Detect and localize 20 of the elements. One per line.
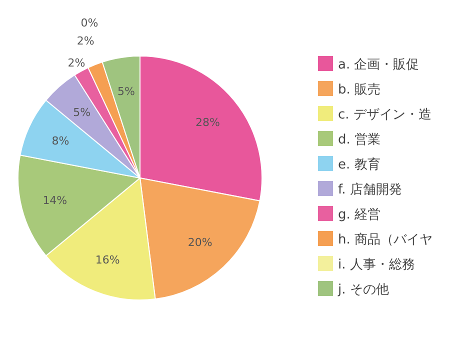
data-label: 16%	[95, 254, 120, 267]
legend-label: g. 経営	[338, 208, 381, 222]
data-label: 8%	[52, 134, 70, 148]
data-label: 28%	[195, 116, 220, 130]
legend-label: e. 教育	[338, 156, 380, 172]
data-label: 5%	[73, 106, 91, 120]
data-label: 20%	[188, 236, 212, 250]
legend-label: h. 商品（バイヤ	[338, 232, 433, 248]
data-label: 2%	[76, 34, 94, 48]
legend-label: f. 店舗開発	[338, 182, 402, 198]
data-label: 5%	[118, 85, 135, 98]
legend-label: a. 企画・販促	[338, 58, 420, 72]
legend-label: i. 人事・総務	[338, 258, 415, 272]
data-label: 2%	[68, 56, 86, 70]
legend-label: c. デザイン・造	[338, 108, 432, 122]
legend-label: d. 営業	[338, 132, 381, 148]
data-label: 14%	[42, 194, 68, 207]
legend-label: b. 販売	[338, 82, 381, 98]
legend-label: j. その他	[337, 282, 389, 298]
text: 0%	[80, 16, 98, 30]
